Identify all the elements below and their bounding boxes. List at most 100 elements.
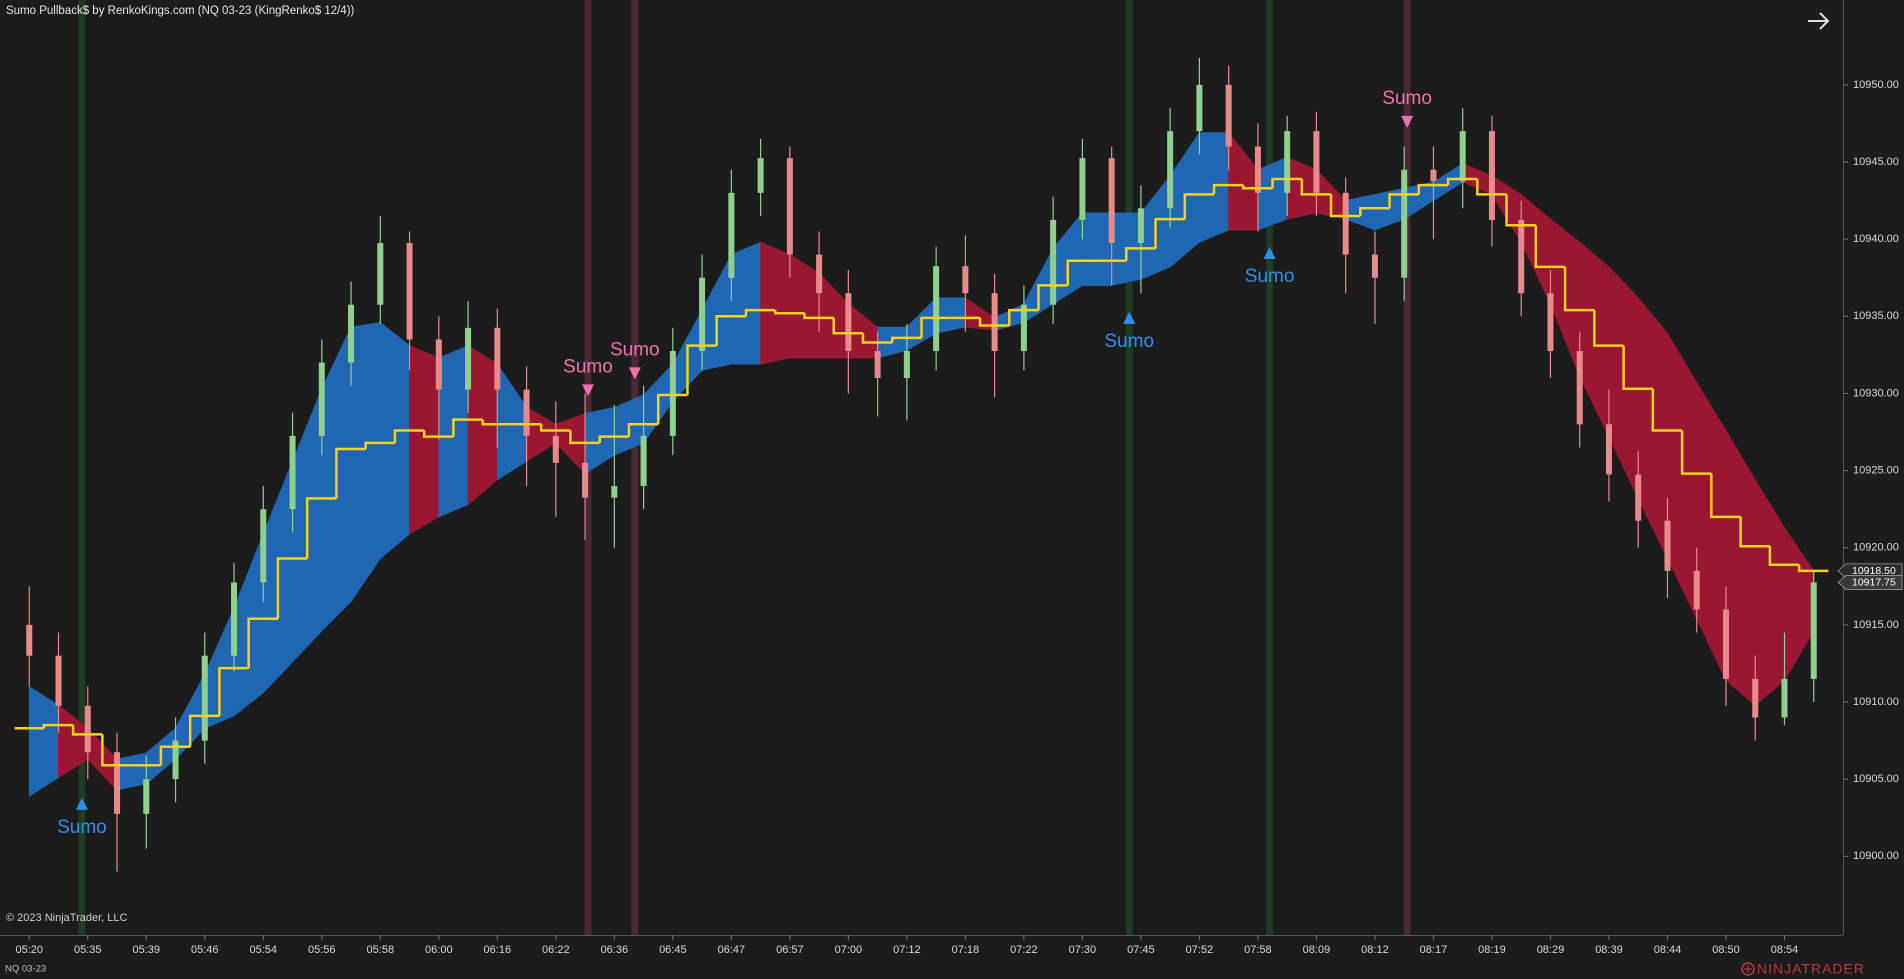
candle-body bbox=[874, 351, 881, 379]
ma-step bbox=[1300, 178, 1332, 196]
navigate-arrow[interactable] bbox=[1808, 12, 1830, 30]
candle-body bbox=[523, 389, 530, 436]
ma-step bbox=[1593, 310, 1624, 347]
ma-step bbox=[1242, 185, 1273, 190]
x-tick-label: 08:50 bbox=[1712, 944, 1740, 956]
candle-body bbox=[1371, 254, 1378, 278]
ma-step bbox=[1622, 345, 1653, 391]
signal-label: Sumo bbox=[1382, 88, 1432, 109]
ma-step bbox=[656, 393, 688, 425]
ma-step bbox=[569, 430, 600, 445]
x-tick-label: 08:44 bbox=[1654, 944, 1682, 956]
candle-body bbox=[1693, 570, 1700, 610]
candle-body bbox=[1137, 208, 1144, 244]
candle-body bbox=[991, 293, 998, 352]
x-tick-label: 07:52 bbox=[1186, 944, 1214, 956]
y-tick-label: 10915.00 bbox=[1853, 619, 1899, 631]
ma-step bbox=[101, 734, 132, 767]
ma-step bbox=[1066, 259, 1098, 286]
candle-body bbox=[84, 705, 91, 753]
ma-step bbox=[335, 447, 366, 499]
ma-step bbox=[598, 435, 629, 443]
signal-marker bbox=[75, 797, 88, 810]
candle-body bbox=[1547, 293, 1554, 352]
band-segment bbox=[28, 685, 59, 797]
ma-step bbox=[1680, 430, 1712, 475]
candle-body bbox=[1196, 84, 1203, 132]
candle-body bbox=[611, 486, 618, 498]
ma-step bbox=[539, 424, 571, 432]
x-tick-label: 07:58 bbox=[1244, 944, 1272, 956]
band-segment bbox=[1257, 156, 1288, 231]
ma-step bbox=[1768, 546, 1800, 566]
ma-step bbox=[1505, 194, 1536, 227]
ma-step bbox=[1797, 564, 1829, 573]
candle-body bbox=[1167, 131, 1174, 209]
candle-body bbox=[318, 362, 325, 436]
last-price-label: 10917.75 bbox=[1852, 577, 1896, 589]
candle-body bbox=[903, 351, 910, 379]
candle-body bbox=[1488, 131, 1495, 220]
brand: NINJATRADER bbox=[1757, 961, 1865, 977]
instrument: NQ 03-23 bbox=[5, 964, 46, 975]
candle-body bbox=[1781, 678, 1788, 718]
candle-body bbox=[728, 192, 735, 278]
candle-body bbox=[465, 327, 472, 390]
band-segment bbox=[409, 345, 440, 535]
y-tick-label: 10925.00 bbox=[1853, 464, 1899, 476]
ma-step bbox=[276, 557, 308, 619]
signal-marker bbox=[628, 367, 641, 380]
candle-body bbox=[669, 351, 676, 436]
ma-step bbox=[1329, 194, 1361, 218]
candle-body bbox=[786, 158, 793, 255]
brand-logo: NINJATRADER bbox=[1741, 961, 1865, 977]
candle-body bbox=[816, 254, 823, 294]
y-tick-label: 10950.00 bbox=[1853, 79, 1899, 91]
y-tick-label: 10940.00 bbox=[1853, 233, 1899, 245]
signal-label: Sumo bbox=[1245, 266, 1295, 287]
x-tick-label: 05:58 bbox=[367, 944, 395, 956]
logo-ring bbox=[1741, 962, 1755, 976]
ma-step bbox=[627, 423, 659, 437]
ma-step bbox=[1417, 183, 1449, 195]
ma-step bbox=[218, 666, 249, 716]
signal-stripe bbox=[1266, 0, 1274, 935]
band-segment bbox=[935, 297, 966, 334]
ma-step bbox=[890, 336, 922, 343]
ma-step bbox=[1388, 193, 1419, 209]
ma-step bbox=[744, 308, 776, 317]
x-tick-label: 05:35 bbox=[74, 944, 102, 956]
signal-label: Sumo bbox=[563, 356, 613, 377]
x-tick-label: 06:45 bbox=[659, 944, 687, 956]
x-tick-label: 08:54 bbox=[1771, 944, 1799, 956]
x-tick-label: 05:56 bbox=[308, 944, 336, 956]
x-tick-label: 06:00 bbox=[425, 944, 453, 956]
candle-body bbox=[1430, 169, 1437, 182]
logo-mark bbox=[1744, 965, 1752, 973]
candle-body bbox=[201, 655, 208, 741]
candle-body bbox=[1079, 158, 1086, 220]
moving-average bbox=[14, 177, 1829, 767]
ma-step bbox=[1651, 388, 1683, 432]
ma-step bbox=[1476, 178, 1507, 196]
candle-body bbox=[348, 304, 355, 363]
ma-step bbox=[832, 317, 863, 335]
ma-step bbox=[1563, 266, 1595, 312]
candle-body bbox=[1313, 131, 1320, 193]
ma-step bbox=[1710, 473, 1741, 519]
candle-body bbox=[1254, 146, 1261, 193]
candle-body bbox=[289, 435, 296, 510]
x-tick-label: 05:20 bbox=[15, 944, 43, 956]
ma-step bbox=[42, 723, 74, 729]
x-tick-label: 06:36 bbox=[601, 944, 629, 956]
x-tick-label: 07:18 bbox=[952, 944, 980, 956]
ma-step bbox=[452, 418, 483, 437]
ma-step bbox=[773, 310, 805, 315]
candle-body bbox=[1401, 169, 1408, 278]
ma-step bbox=[803, 313, 834, 320]
x-tick-label: 08:39 bbox=[1595, 944, 1623, 956]
candle-body bbox=[1284, 131, 1291, 193]
copyright: © 2023 NinjaTrader, LLC bbox=[6, 912, 127, 924]
signal-stripe bbox=[78, 0, 86, 935]
